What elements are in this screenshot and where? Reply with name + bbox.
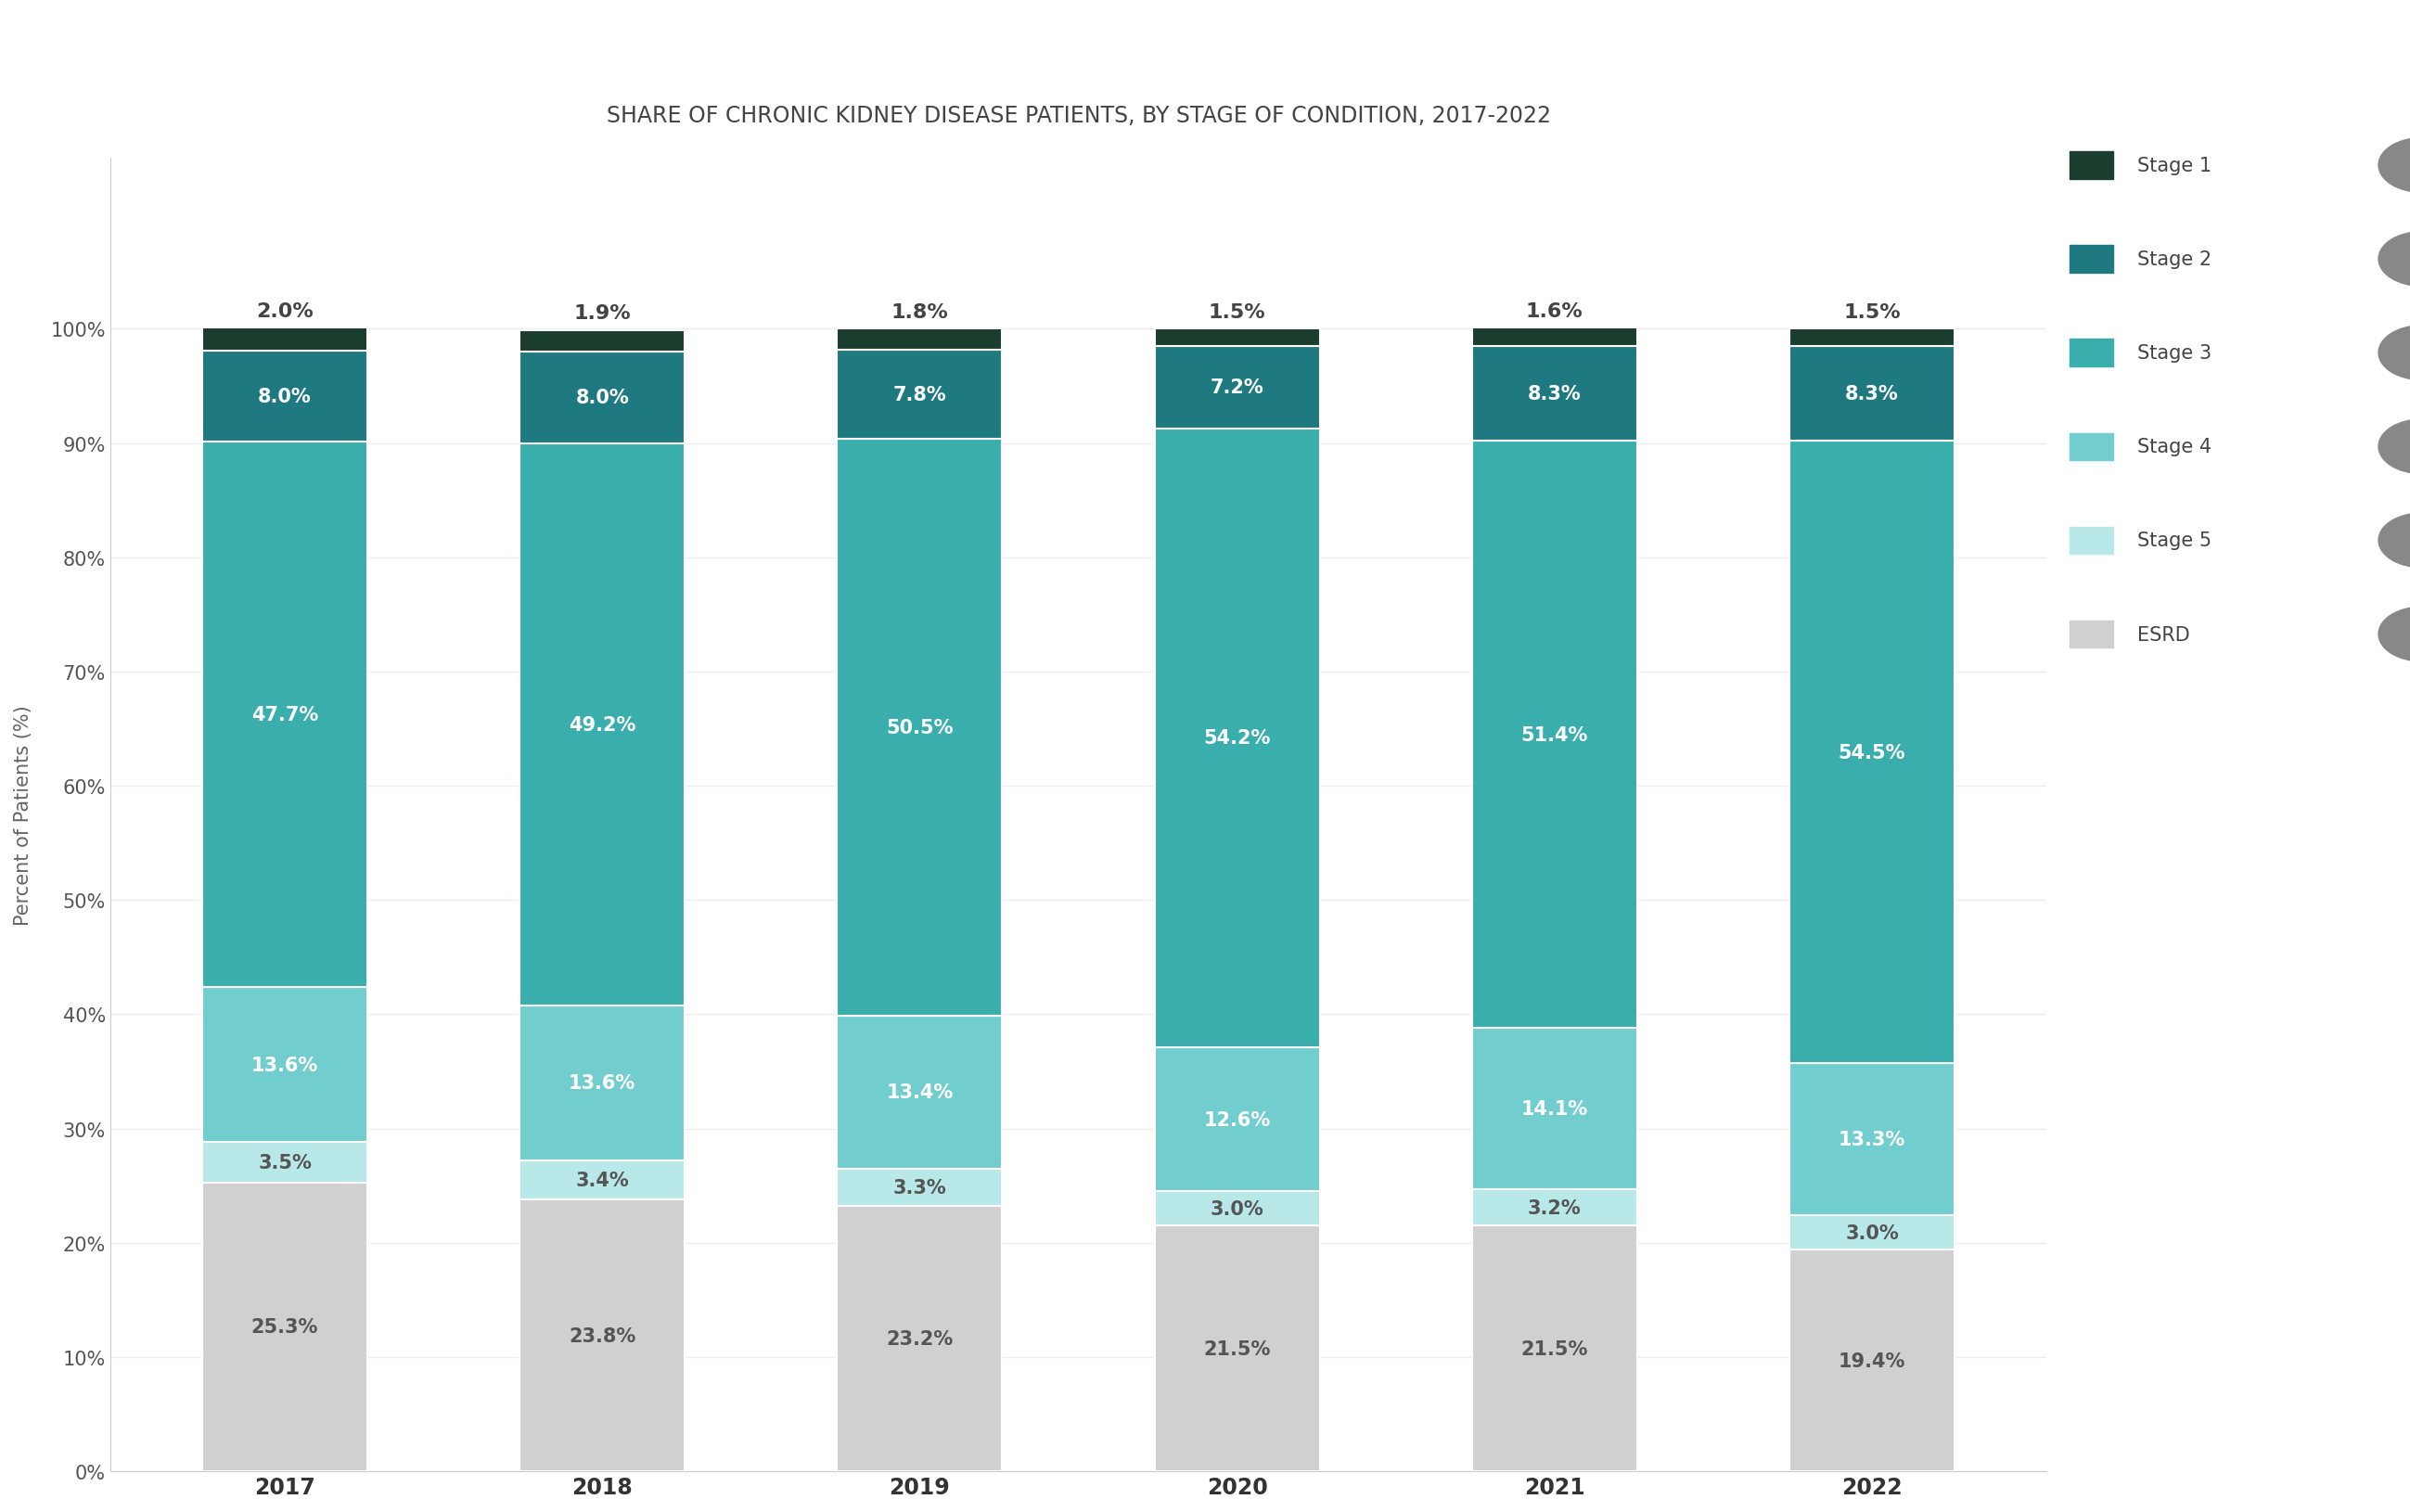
Text: 7.2%: 7.2%: [1210, 378, 1263, 398]
Bar: [521, 352, 684, 443]
Text: 13.3%: 13.3%: [1839, 1131, 1906, 1149]
Bar: [1473, 1028, 1636, 1190]
Bar: [202, 328, 366, 351]
Title: SHARE OF CHRONIC KIDNEY DISEASE PATIENTS, BY STAGE OF CONDITION, 2017-2022: SHARE OF CHRONIC KIDNEY DISEASE PATIENTS…: [607, 104, 1550, 127]
Bar: [202, 987, 366, 1143]
Bar: [521, 443, 684, 1005]
Text: ESRD: ESRD: [2138, 626, 2191, 644]
Bar: [1154, 1226, 1321, 1471]
Bar: [202, 351, 366, 443]
Bar: [1791, 1250, 1955, 1471]
Text: 1.5%: 1.5%: [1844, 302, 1901, 322]
Text: Stage 3: Stage 3: [2138, 345, 2212, 363]
Bar: [836, 330, 1003, 351]
Bar: [836, 1207, 1003, 1471]
Text: Stage 1: Stage 1: [2138, 157, 2212, 175]
Bar: [1791, 330, 1955, 346]
Bar: [1154, 346, 1321, 429]
Text: 13.6%: 13.6%: [251, 1055, 318, 1074]
Bar: [836, 351, 1003, 438]
Bar: [1154, 1048, 1321, 1191]
Bar: [836, 1016, 1003, 1169]
Text: 49.2%: 49.2%: [569, 715, 636, 733]
Text: 21.5%: 21.5%: [1521, 1340, 1588, 1358]
Text: 8.3%: 8.3%: [1846, 384, 1899, 404]
Text: 3.5%: 3.5%: [258, 1154, 311, 1172]
Bar: [836, 438, 1003, 1016]
Text: 8.0%: 8.0%: [576, 389, 629, 407]
Text: 3.3%: 3.3%: [894, 1178, 947, 1198]
Text: 47.7%: 47.7%: [251, 706, 318, 724]
Text: 1.6%: 1.6%: [1526, 302, 1583, 321]
Text: 19.4%: 19.4%: [1839, 1352, 1906, 1370]
Text: 25.3%: 25.3%: [251, 1317, 318, 1337]
Bar: [836, 1169, 1003, 1207]
Text: 54.2%: 54.2%: [1203, 729, 1270, 747]
Text: 13.6%: 13.6%: [569, 1074, 636, 1092]
Bar: [1473, 328, 1636, 346]
Bar: [202, 443, 366, 987]
Text: 3.2%: 3.2%: [1528, 1199, 1581, 1217]
Bar: [1154, 1191, 1321, 1226]
Text: 13.4%: 13.4%: [887, 1083, 954, 1102]
Text: 1.9%: 1.9%: [574, 304, 631, 322]
Text: 21.5%: 21.5%: [1203, 1340, 1270, 1358]
Text: 1.8%: 1.8%: [892, 302, 950, 322]
Text: Stage 4: Stage 4: [2138, 438, 2212, 457]
Bar: [521, 1005, 684, 1161]
Text: 3.0%: 3.0%: [1846, 1223, 1899, 1241]
Bar: [1473, 442, 1636, 1028]
Text: Stage 5: Stage 5: [2138, 532, 2212, 550]
Bar: [521, 331, 684, 352]
Bar: [202, 1143, 366, 1182]
Text: 51.4%: 51.4%: [1521, 726, 1588, 744]
Text: 54.5%: 54.5%: [1839, 744, 1906, 762]
Bar: [1154, 330, 1321, 346]
Bar: [1473, 346, 1636, 442]
Text: 1.5%: 1.5%: [1207, 302, 1265, 322]
Text: 23.8%: 23.8%: [569, 1326, 636, 1344]
Bar: [1791, 346, 1955, 442]
Bar: [521, 1161, 684, 1199]
Bar: [521, 1199, 684, 1471]
Text: 14.1%: 14.1%: [1521, 1099, 1588, 1117]
Bar: [1473, 1190, 1636, 1226]
Bar: [202, 1182, 366, 1471]
Bar: [1791, 1064, 1955, 1216]
Text: 23.2%: 23.2%: [887, 1329, 954, 1349]
Y-axis label: Percent of Patients (%): Percent of Patients (%): [14, 705, 31, 925]
Text: 2.0%: 2.0%: [255, 302, 313, 321]
Text: 12.6%: 12.6%: [1203, 1110, 1270, 1129]
Text: 50.5%: 50.5%: [887, 718, 954, 736]
Text: 8.3%: 8.3%: [1528, 384, 1581, 404]
Text: 3.0%: 3.0%: [1210, 1199, 1263, 1219]
Bar: [1473, 1226, 1636, 1471]
Text: 3.4%: 3.4%: [576, 1170, 629, 1190]
Text: 7.8%: 7.8%: [894, 386, 947, 404]
Bar: [1791, 442, 1955, 1064]
Bar: [1791, 1216, 1955, 1250]
Text: 8.0%: 8.0%: [258, 387, 311, 407]
Text: Stage 2: Stage 2: [2138, 251, 2212, 269]
Bar: [1154, 429, 1321, 1048]
